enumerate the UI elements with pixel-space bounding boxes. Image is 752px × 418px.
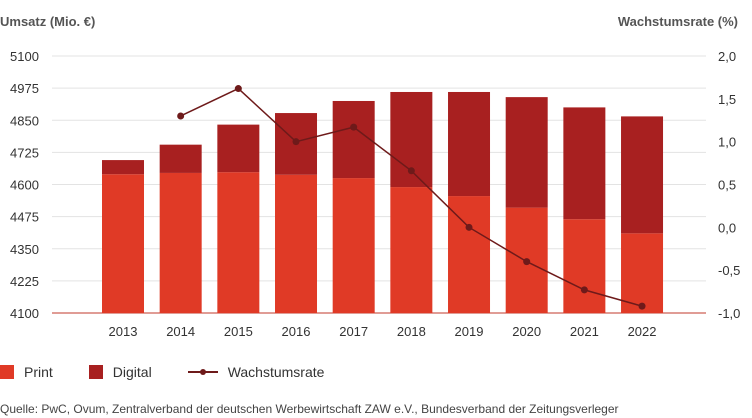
bar-print bbox=[621, 233, 664, 313]
left-axis-ticks: 5100 4975 4850 4725 4600 4475 4350 4225 4100 bbox=[10, 49, 39, 321]
grid-lines bbox=[52, 55, 706, 314]
bar-digital bbox=[102, 160, 144, 175]
bar-digital bbox=[448, 91, 491, 197]
growth-line-series bbox=[177, 85, 646, 310]
right-tick-label: 2,0 bbox=[718, 49, 736, 64]
x-tick-label: 2020 bbox=[512, 324, 541, 339]
x-axis-ticks: 2013 2014 2015 2016 2017 2018 2019 2020 2021 2022 bbox=[109, 324, 657, 339]
growth-point bbox=[292, 138, 300, 146]
legend-label-growth: Wachstumsrate bbox=[227, 364, 325, 380]
right-tick-label: -0,5 bbox=[718, 263, 740, 278]
left-tick-label: 4100 bbox=[10, 306, 39, 321]
left-tick-label: 4600 bbox=[10, 178, 39, 193]
growth-point bbox=[465, 223, 473, 231]
x-tick-label: 2016 bbox=[282, 324, 311, 339]
growth-point bbox=[638, 302, 646, 310]
source-note: Quelle: PwC, Ovum, Zentralverband der de… bbox=[0, 402, 619, 416]
x-tick-label: 2017 bbox=[339, 324, 368, 339]
bar-digital bbox=[217, 124, 260, 173]
legend-label-digital: Digital bbox=[112, 364, 152, 380]
x-tick-label: 2015 bbox=[224, 324, 253, 339]
growth-point bbox=[177, 112, 185, 120]
left-tick-label: 4975 bbox=[10, 81, 39, 96]
x-tick-label: 2018 bbox=[397, 324, 426, 339]
bar-print bbox=[275, 174, 318, 313]
left-tick-label: 4725 bbox=[10, 145, 39, 160]
bar-digital bbox=[505, 97, 548, 208]
bar-print bbox=[159, 172, 202, 313]
left-tick-label: 4475 bbox=[10, 210, 39, 225]
x-tick-label: 2013 bbox=[109, 324, 138, 339]
legend-swatch-print bbox=[0, 365, 14, 379]
growth-point bbox=[580, 286, 588, 294]
left-tick-label: 4350 bbox=[10, 242, 39, 257]
bar-print bbox=[217, 172, 260, 313]
growth-point bbox=[523, 258, 531, 266]
right-tick-label: 1,0 bbox=[718, 135, 736, 150]
legend-item-print: Print bbox=[0, 364, 53, 380]
bar-print bbox=[332, 178, 375, 313]
bar-print bbox=[102, 174, 144, 313]
left-tick-label: 4850 bbox=[10, 113, 39, 128]
bar-digital bbox=[159, 144, 202, 173]
right-axis-title: Wachstumsrate (%) bbox=[618, 14, 738, 29]
x-tick-label: 2021 bbox=[570, 324, 599, 339]
growth-point bbox=[234, 85, 242, 93]
bar-digital bbox=[563, 107, 606, 220]
x-tick-label: 2014 bbox=[166, 324, 195, 339]
right-axis-ticks: 2,0 1,5 1,0 0,5 0,0 -0,5 -1,0 bbox=[718, 49, 740, 321]
right-tick-label: 1,5 bbox=[718, 92, 736, 107]
right-tick-label: 0,5 bbox=[718, 178, 736, 193]
right-tick-label: 0,0 bbox=[718, 220, 736, 235]
bar-print bbox=[563, 219, 606, 313]
bar-series bbox=[102, 91, 664, 313]
x-tick-label: 2022 bbox=[628, 324, 657, 339]
left-tick-label: 5100 bbox=[10, 49, 39, 64]
legend-swatch-digital bbox=[88, 365, 103, 379]
x-tick-label: 2019 bbox=[455, 324, 484, 339]
legend-label-print: Print bbox=[24, 364, 53, 380]
bar-print bbox=[390, 187, 433, 313]
left-tick-label: 4225 bbox=[10, 274, 39, 289]
bar-print bbox=[448, 196, 491, 313]
legend-item-digital: Digital bbox=[88, 364, 152, 380]
growth-point bbox=[407, 167, 415, 175]
bar-digital bbox=[621, 116, 664, 234]
revenue-growth-chart: Umsatz (Mio. €) Wachstumsrate (%) 5100 49… bbox=[0, 14, 740, 339]
bar-digital bbox=[332, 100, 375, 179]
right-tick-label: -1,0 bbox=[718, 306, 740, 321]
legend: Print Digital Wachstumsrate bbox=[0, 364, 360, 380]
legend-item-growth: Wachstumsrate bbox=[187, 364, 325, 380]
left-axis-title: Umsatz (Mio. €) bbox=[0, 14, 95, 29]
growth-point bbox=[350, 123, 358, 131]
legend-line-growth bbox=[187, 366, 218, 378]
